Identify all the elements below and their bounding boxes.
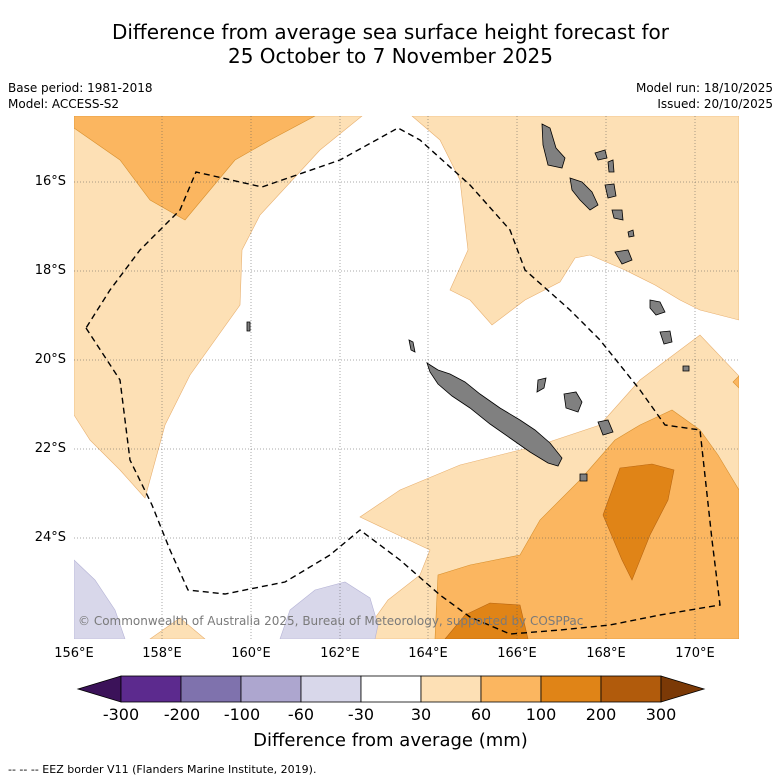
anomaly-region-east-edge	[732, 375, 739, 389]
negative-anomaly-southwest	[74, 559, 126, 639]
vanuatu-island-6	[614, 249, 633, 265]
east-island-1	[659, 330, 673, 345]
colorbar-tick: 100	[525, 705, 557, 724]
model-run: Model run: 18/10/2025	[635, 81, 773, 95]
lat-label-18s: 18°S	[34, 263, 66, 278]
colorbar	[76, 675, 706, 703]
colorbar-segment	[420, 675, 482, 703]
colorbar-tick: -60	[287, 705, 315, 724]
east-island-2	[682, 365, 690, 372]
colorbar-segment	[360, 675, 422, 703]
vanuatu-island-4	[604, 183, 617, 199]
loyalty-island-2	[563, 391, 583, 413]
base-period: Base period: 1981-2018	[8, 81, 153, 95]
lon-label-164e: 164°E	[408, 646, 448, 661]
matthew-island-group	[649, 299, 666, 316]
vanuatu-island-1	[541, 123, 566, 169]
anomaly-region-north-orange	[74, 116, 316, 221]
copyright-notice: © Commonwealth of Australia 2025, Bureau…	[78, 614, 584, 628]
loyalty-island-3	[597, 419, 614, 436]
vanuatu-island-5	[611, 209, 624, 221]
lon-label-166e: 166°E	[497, 646, 537, 661]
lon-label-158e: 158°E	[142, 646, 182, 661]
meta-right: Model run: 18/10/2025 Issued: 20/10/2025	[636, 80, 773, 112]
issued-date: Issued: 20/10/2025	[657, 97, 773, 111]
colorbar-tick: -30	[347, 705, 375, 724]
chart-title: Difference from average sea surface heig…	[0, 20, 781, 68]
colorbar-tick: 30	[410, 705, 432, 724]
colorbar-tick: -200	[163, 705, 201, 724]
colorbar-extend-low	[76, 675, 122, 703]
colorbar-extend-high	[660, 675, 706, 703]
title-line-1: Difference from average sea surface heig…	[111, 20, 670, 44]
vanuatu-island-8	[627, 229, 635, 238]
colorbar-segment	[300, 675, 362, 703]
chesterfield-2	[246, 321, 251, 332]
isle-of-pines	[579, 473, 588, 482]
anomaly-100-200	[444, 463, 675, 639]
lon-label-160e: 160°E	[231, 646, 271, 661]
colorbar-tick: 60	[470, 705, 492, 724]
colorbar-segment	[540, 675, 602, 703]
negative-anomaly-south-central	[279, 581, 379, 639]
model-name: Model: ACCESS-S2	[8, 97, 120, 111]
chesterfield-1	[408, 339, 416, 353]
colorbar-title: Difference from average (mm)	[253, 730, 528, 751]
new-caledonia-island	[426, 362, 563, 467]
colorbar-tick: 200	[585, 705, 617, 724]
map-plot-area	[74, 116, 739, 639]
anomaly-region-northwest	[74, 116, 363, 499]
colorbar-segment	[240, 675, 302, 703]
lon-label-162e: 162°E	[320, 646, 360, 661]
lat-label-16s: 16°S	[34, 174, 66, 189]
anomaly-region-northeast	[411, 116, 739, 326]
colorbar-segment	[120, 675, 182, 703]
lat-label-22s: 22°S	[34, 441, 66, 456]
lon-label-170e: 170°E	[675, 646, 715, 661]
colorbar-tick: -100	[223, 705, 261, 724]
anomaly-region-core-south	[444, 602, 529, 639]
vanuatu-island-2	[569, 177, 599, 211]
colorbar-tick: 300	[645, 705, 677, 724]
anomaly-neg30-neg60	[74, 559, 379, 639]
graticule	[74, 116, 739, 639]
meta-left: Base period: 1981-2018 Model: ACCESS-S2	[8, 80, 153, 112]
lon-label-156e: 156°E	[54, 646, 94, 661]
vanuatu-island-3	[594, 149, 608, 161]
eez-legend: -- -- -- EEZ border V11 (Flanders Marine…	[8, 763, 317, 776]
lat-label-24s: 24°S	[34, 530, 66, 545]
colorbar-tick: -300	[102, 705, 140, 724]
anomaly-region-southwest	[149, 617, 206, 639]
loyalty-island-1	[536, 377, 547, 393]
title-line-2: 25 October to 7 November 2025	[227, 44, 554, 68]
colorbar-segment	[180, 675, 242, 703]
lat-label-20s: 20°S	[34, 352, 66, 367]
eez-border	[85, 127, 721, 635]
colorbar-segment	[480, 675, 542, 703]
vanuatu-island-7	[607, 159, 615, 173]
colorbar-segment	[600, 675, 662, 703]
anomaly-region-core-east	[602, 463, 675, 581]
lon-label-168e: 168°E	[586, 646, 626, 661]
land	[246, 123, 690, 482]
